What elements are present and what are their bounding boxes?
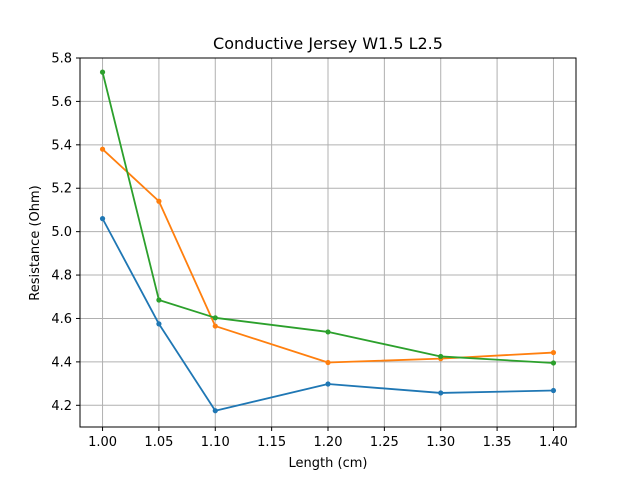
y-tick-label: 4.6 — [51, 312, 72, 327]
y-tick-label: 5.2 — [51, 182, 72, 197]
data-point — [325, 381, 331, 387]
data-point — [325, 329, 331, 335]
data-point — [212, 315, 218, 321]
series-line — [101, 71, 554, 364]
series-layer — [99, 69, 557, 414]
y-axis: 4.2 4.4 4.6 4.8 5.0 5.2 5.4 5.6 5.8 — [51, 52, 80, 414]
x-axis-label: Length (cm) — [289, 456, 368, 471]
data-point — [438, 353, 444, 360]
x-tick-label: 1.40 — [539, 435, 568, 450]
data-point — [550, 360, 557, 366]
data-point — [99, 146, 106, 152]
x-tick-label: 1.20 — [314, 435, 343, 450]
data-point — [212, 323, 218, 329]
y-tick-label: 5.8 — [51, 52, 72, 67]
x-tick-label: 1.25 — [370, 435, 399, 450]
chart-title: Conductive Jersey W1.5 L2.5 — [213, 34, 443, 53]
x-tick-label: 1.05 — [144, 435, 173, 450]
data-point — [212, 408, 218, 414]
data-point — [438, 390, 444, 396]
y-tick-label: 4.8 — [51, 269, 72, 284]
x-tick-label: 1.30 — [426, 435, 455, 450]
data-point — [550, 387, 557, 394]
series-1 — [99, 216, 557, 414]
y-tick-label: 4.2 — [51, 399, 72, 414]
x-axis: 1.00 1.05 1.10 1.15 1.20 1.25 1.30 1.35 1.40 — [88, 427, 568, 450]
y-tick-label: 5.6 — [51, 95, 72, 110]
data-point — [156, 297, 162, 303]
x-tick-label: 1.15 — [257, 435, 286, 450]
series-3 — [99, 69, 557, 366]
x-tick-label: 1.00 — [88, 435, 117, 450]
x-tick-label: 1.35 — [483, 435, 512, 450]
y-tick-label: 5.4 — [51, 138, 72, 153]
data-point — [99, 216, 106, 222]
data-point — [156, 198, 162, 204]
data-point — [325, 359, 331, 366]
x-tick-label: 1.10 — [201, 435, 230, 450]
data-point — [156, 321, 162, 327]
series-line — [101, 218, 554, 412]
y-tick-label: 5.0 — [51, 225, 72, 240]
data-point — [99, 69, 106, 75]
y-tick-label: 4.4 — [51, 355, 72, 370]
y-axis-label: Resistance (Ohm) — [28, 185, 43, 300]
data-point — [550, 349, 557, 356]
